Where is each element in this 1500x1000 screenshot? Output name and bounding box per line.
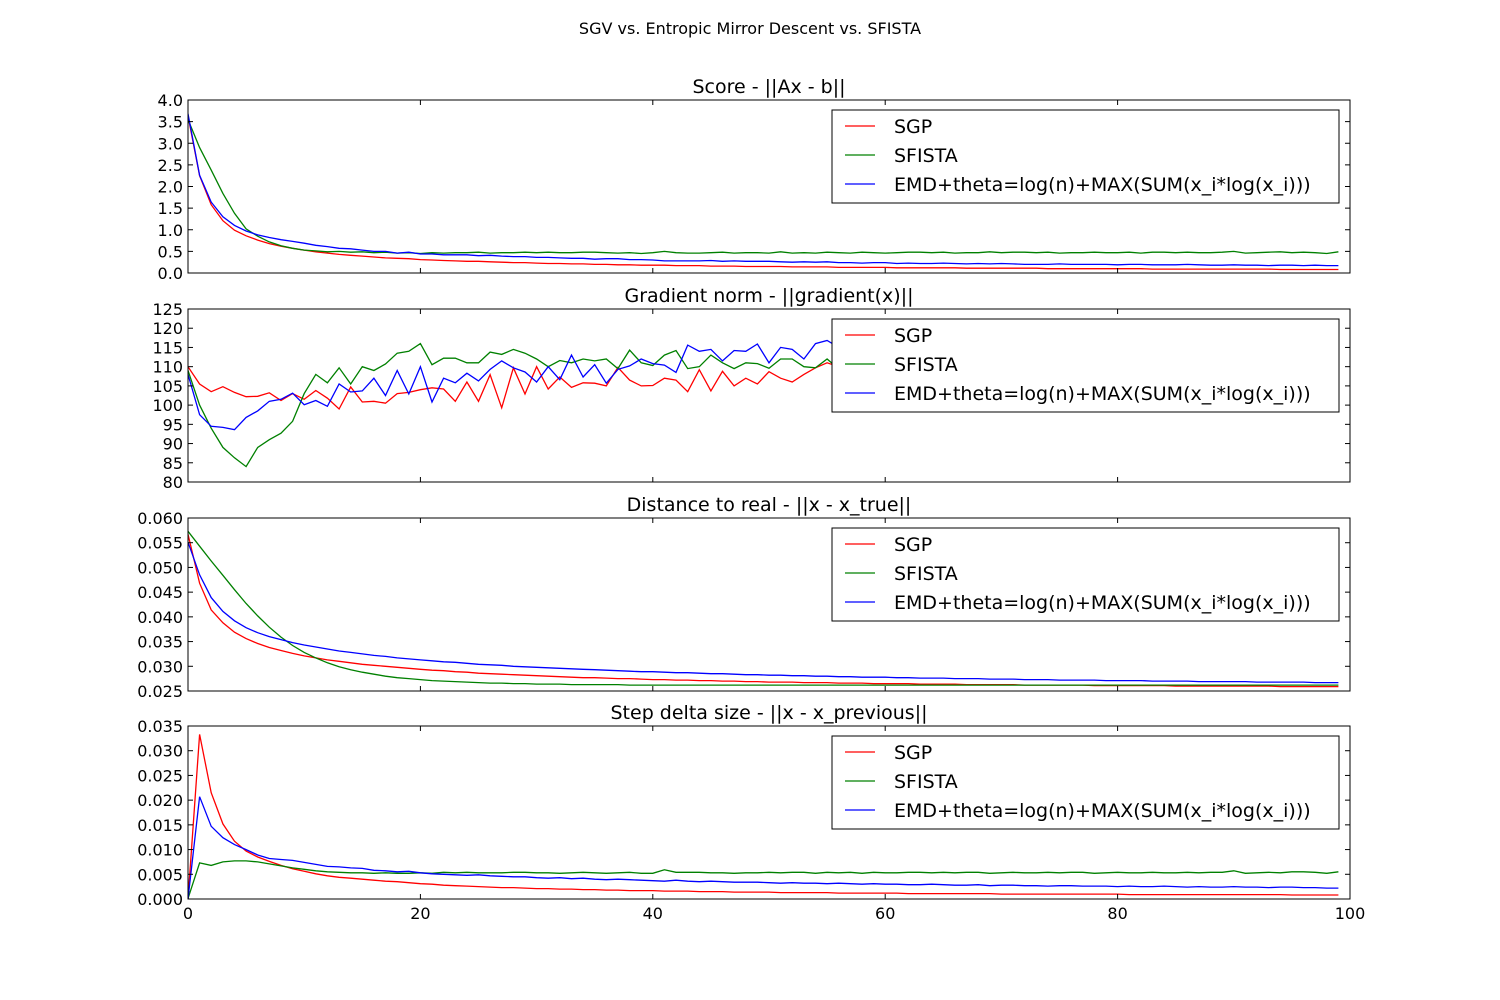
y-tick-label: 90 bbox=[163, 435, 183, 454]
x-tick-label: 80 bbox=[1107, 904, 1127, 923]
y-tick-label: 95 bbox=[163, 415, 183, 434]
legend-label: SGP bbox=[894, 742, 932, 764]
y-tick-label: 125 bbox=[152, 300, 183, 319]
axes-frame bbox=[187, 725, 1351, 900]
y-tick-label: 0.5 bbox=[158, 242, 183, 261]
series-line-emd bbox=[188, 541, 1339, 684]
x-tick-label: 60 bbox=[875, 904, 895, 923]
y-tick-label: 0.050 bbox=[137, 558, 183, 577]
legend-label: EMD+theta=log(n)+MAX(SUM(x_i*log(x_i))) bbox=[894, 800, 1311, 822]
y-tick-label: 0.040 bbox=[137, 608, 183, 627]
legend: SGP SFISTA EMD+theta=log(n)+MAX(SUM(x_i*lo… bbox=[831, 735, 1340, 830]
y-tick-label: 2.0 bbox=[158, 178, 183, 197]
x-tick-label: 100 bbox=[1335, 904, 1366, 923]
y-tick-label: 0.055 bbox=[137, 534, 183, 553]
series-line-emd bbox=[188, 113, 1339, 267]
y-tick-label: 100 bbox=[152, 396, 183, 415]
y-tick-label: 85 bbox=[163, 454, 183, 473]
series-line-sgp bbox=[188, 115, 1339, 271]
legend-label: SGP bbox=[894, 116, 932, 138]
legend-label: SGP bbox=[894, 325, 932, 347]
x-tick-label: 20 bbox=[410, 904, 430, 923]
y-tick-label: 0.005 bbox=[137, 865, 183, 884]
y-tick-label: 0.025 bbox=[137, 766, 183, 785]
subplot-title: Gradient norm - ||gradient(x)|| bbox=[624, 285, 913, 307]
y-tick-label: 0.030 bbox=[137, 657, 183, 676]
y-tick-label: 110 bbox=[152, 358, 183, 377]
subplot-3: Distance to real - ||x - x_true|| 0.025 0.… bbox=[137, 494, 1351, 701]
y-tick-label: 0.015 bbox=[137, 816, 183, 835]
subplot-title: Score - ||Ax - b|| bbox=[693, 76, 846, 98]
series-line-sgp bbox=[188, 734, 1339, 899]
y-tick-label: 80 bbox=[163, 473, 183, 492]
subplot-2: Gradient norm - ||gradient(x)||808590951… bbox=[152, 285, 1351, 492]
legend: SGP SFISTA EMD+theta=log(n)+MAX(SUM(x_i*lo… bbox=[831, 527, 1340, 622]
y-tick-label: 4.0 bbox=[158, 91, 183, 110]
legend-box bbox=[831, 735, 1340, 830]
y-tick-label: 0.060 bbox=[137, 509, 183, 528]
axes-frame bbox=[187, 517, 1351, 692]
axes-frame bbox=[187, 308, 1351, 483]
y-tick-label: 120 bbox=[152, 319, 183, 338]
x-tick-label: 0 bbox=[183, 904, 193, 923]
subplot-title: Step delta size - ||x - x_previous|| bbox=[611, 702, 928, 724]
y-tick-label: 0.020 bbox=[137, 791, 183, 810]
y-tick-label: 0.035 bbox=[137, 633, 183, 652]
y-tick-label: 1.5 bbox=[158, 199, 183, 218]
y-tick-label: 1.0 bbox=[158, 221, 183, 240]
legend: SGP SFISTA EMD+theta=log(n)+MAX(SUM(x_i*lo… bbox=[831, 318, 1340, 413]
y-tick-label: 0.030 bbox=[137, 742, 183, 761]
y-tick-label: 0.025 bbox=[137, 682, 183, 701]
legend-label: SFISTA bbox=[894, 354, 958, 376]
series-line-sfista bbox=[188, 530, 1339, 686]
legend-label: SFISTA bbox=[894, 563, 958, 585]
axes-frame bbox=[187, 99, 1351, 274]
legend-label: EMD+theta=log(n)+MAX(SUM(x_i*log(x_i))) bbox=[894, 592, 1311, 614]
legend: SGP SFISTA EMD+theta=log(n)+MAX(SUM(x_i*lo… bbox=[831, 109, 1340, 204]
y-tick-label: 0.000 bbox=[137, 890, 183, 909]
subplot-4: Step delta size - ||x - x_previous|| 0.00… bbox=[137, 702, 1365, 923]
series-line-sfista bbox=[188, 119, 1339, 255]
series-line-sfista bbox=[188, 860, 1339, 899]
legend-label: SFISTA bbox=[894, 145, 958, 167]
y-tick-label: 115 bbox=[152, 338, 183, 357]
y-tick-label: 0.0 bbox=[158, 264, 183, 283]
legend-box bbox=[831, 527, 1340, 622]
figure-title: SGV vs. Entropic Mirror Descent vs. SFIS… bbox=[579, 19, 921, 38]
series-line-emd bbox=[188, 796, 1339, 899]
y-tick-label: 2.5 bbox=[158, 156, 183, 175]
y-tick-label: 0.045 bbox=[137, 583, 183, 602]
subplot-title: Distance to real - ||x - x_true|| bbox=[627, 494, 912, 516]
y-tick-label: 3.0 bbox=[158, 134, 183, 153]
y-tick-label: 0.010 bbox=[137, 841, 183, 860]
legend-box bbox=[831, 109, 1340, 204]
subplots: Score - ||Ax - b|| 0.0 0.5 1.0 1.5 2.0 2.5 3.0 3… bbox=[137, 76, 1365, 923]
y-tick-label: 105 bbox=[152, 377, 183, 396]
legend-label: EMD+theta=log(n)+MAX(SUM(x_i*log(x_i))) bbox=[894, 174, 1311, 196]
legend-label: EMD+theta=log(n)+MAX(SUM(x_i*log(x_i))) bbox=[894, 383, 1311, 405]
legend-box bbox=[831, 318, 1340, 413]
legend-label: SGP bbox=[894, 534, 932, 556]
legend-label: SFISTA bbox=[894, 771, 958, 793]
subplot-1: Score - ||Ax - b|| 0.0 0.5 1.0 1.5 2.0 2.5 3.0 3… bbox=[158, 76, 1351, 283]
y-tick-label: 3.5 bbox=[158, 113, 183, 132]
x-tick-label: 40 bbox=[643, 904, 663, 923]
y-tick-label: 0.035 bbox=[137, 717, 183, 736]
